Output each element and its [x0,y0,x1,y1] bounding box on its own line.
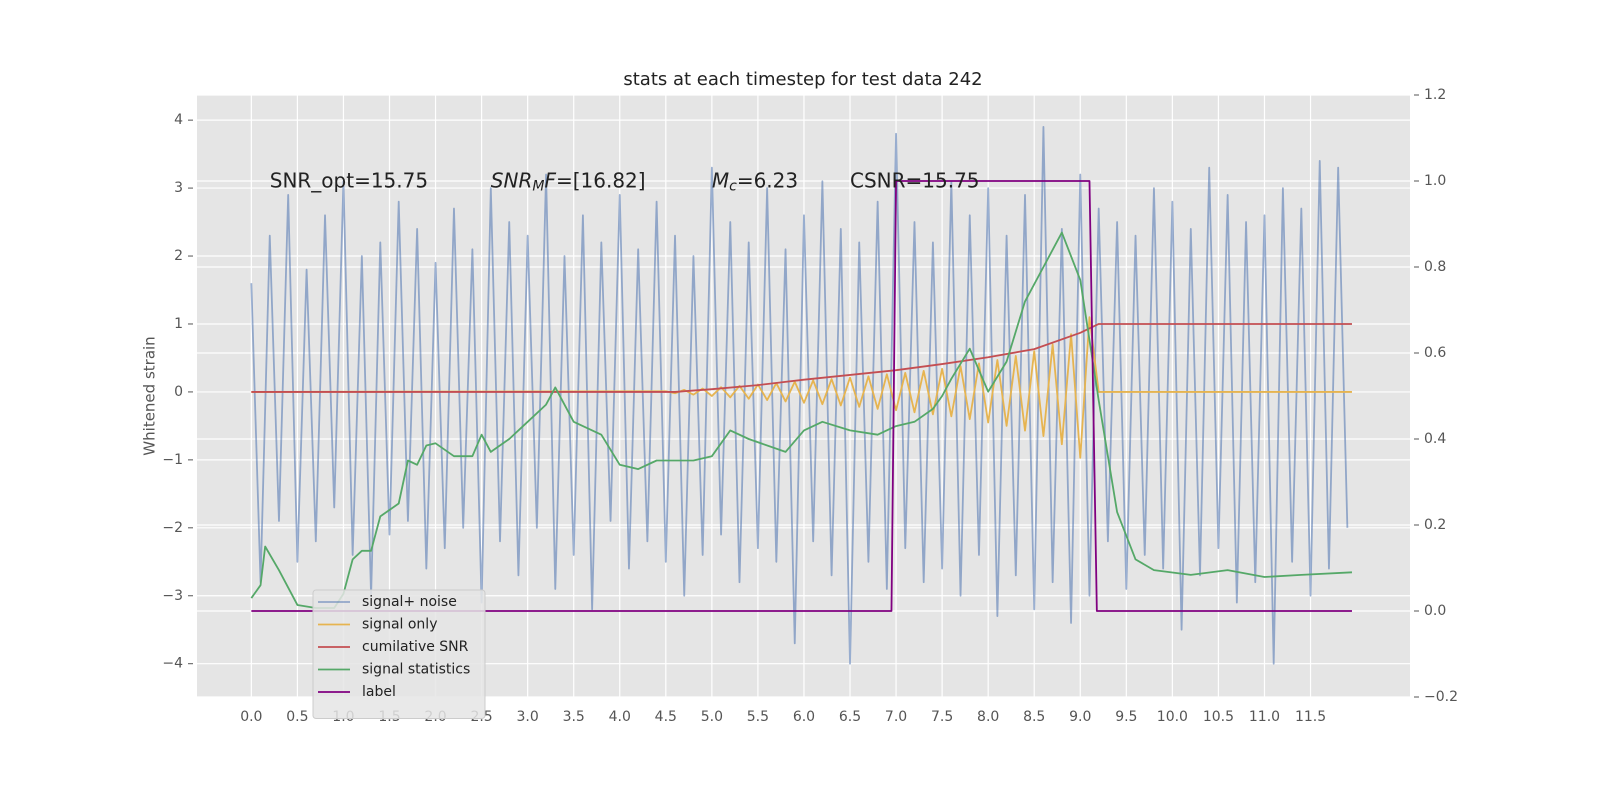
series-line [250,231,1353,609]
annotation: Mc=6.23 [712,168,798,195]
x-tick-label: 10.0 [1157,709,1188,725]
x-tick-label: 6.0 [793,709,815,725]
y2-tick-label: 1.2 [1424,87,1446,103]
x-tick-label: 4.0 [609,709,631,725]
annotation-part: SNR_opt=15.75 [270,168,428,192]
x-tick-label: 11.0 [1249,709,1280,725]
y-tick-label: −1 [162,452,183,468]
annotation: CSNR=15.75 [850,168,980,192]
annotation-part: F [544,168,556,192]
series-line [250,126,1349,665]
y-tick-label: 4 [174,112,183,128]
legend-label: cumilative SNR [362,639,469,655]
x-tick-label: 3.0 [517,709,539,725]
annotation-part: M [532,178,544,194]
x-tick-label: 0.5 [286,709,308,725]
x-tick-label: 8.0 [977,709,999,725]
annotation-part: SNR [491,168,533,192]
plot-marks [250,126,1353,665]
annotation-part: M [712,168,729,192]
y-tick-label: 0 [174,384,183,400]
legend-label: label [362,684,396,700]
y-tick-label: 3 [174,180,183,196]
x-tick-label: 5.0 [701,709,723,725]
x-tick-label: 9.5 [1115,709,1137,725]
x-tick-label: 8.5 [1023,709,1045,725]
y2-tick-label: 0.6 [1424,345,1446,361]
legend-label: signal only [362,617,437,633]
series-line [251,180,1352,612]
series-line [251,316,1352,459]
y-tick-label: 2 [174,248,183,264]
y2-tick-label: 0.0 [1424,603,1446,619]
y2-tick-label: 0.2 [1424,517,1446,533]
annotation: SNR_opt=15.75 [270,168,428,192]
annotation-part: =[16.82] [556,168,646,192]
x-tick-label: 0.0 [240,709,262,725]
annotation-part: =6.23 [737,168,798,192]
x-tick-label: 10.5 [1203,709,1234,725]
annotation: SNRMF=[16.82] [491,168,646,195]
legend-label: signal statistics [362,662,470,678]
y2-tick-label: 0.8 [1424,259,1446,275]
overlay: 0.00.51.01.52.02.53.03.54.04.55.05.56.06… [162,87,1458,725]
y2-tick-label: 1.0 [1424,173,1446,189]
annotation-part: CSNR=15.75 [850,168,980,192]
series-line [251,323,1352,393]
x-tick-label: 9.0 [1069,709,1091,725]
y-tick-label: −2 [162,520,183,536]
y-tick-label: 1 [174,316,183,332]
annotation-part: c [729,178,737,194]
y2-tick-label: 0.4 [1424,431,1446,447]
x-tick-label: 6.5 [839,709,861,725]
legend: signal+ noise signal only cumilative SNR si… [312,589,486,719]
y-tick-label: −3 [162,588,183,604]
x-tick-label: 7.0 [885,709,907,725]
y-axis-label: Whitened strain [141,336,159,455]
x-tick-label: 3.5 [563,709,585,725]
x-tick-label: 7.5 [931,709,953,725]
chart-title: stats at each timestep for test data 242 [623,69,982,90]
x-tick-label: 4.5 [655,709,677,725]
y2-tick-label: −0.2 [1424,689,1458,705]
legend-label: signal+ noise [362,594,457,610]
x-tick-label: 5.5 [747,709,769,725]
x-tick-label: 11.5 [1295,709,1326,725]
legend-box [312,589,486,719]
y-tick-label: −4 [162,656,183,672]
